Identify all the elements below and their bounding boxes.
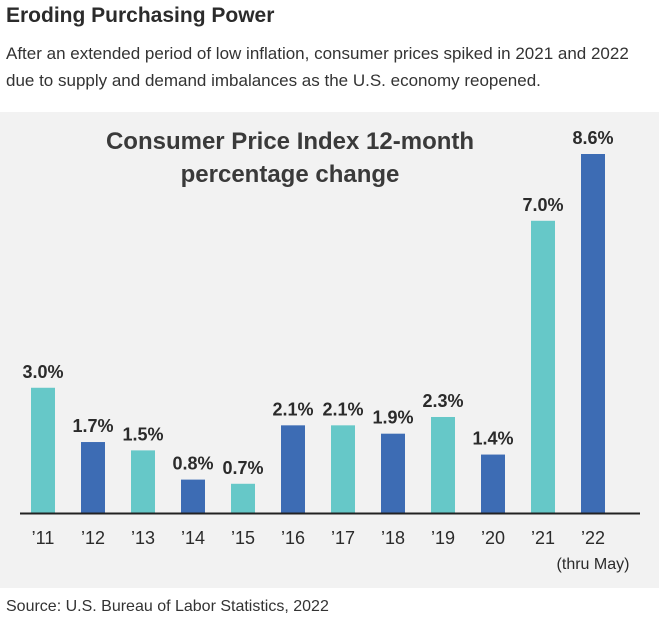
bar-11 [581,154,605,513]
bar-6 [331,425,355,513]
source-note: Source: U.S. Bureau of Labor Statistics,… [6,598,329,615]
page-title: Eroding Purchasing Power [6,4,275,27]
page-subtitle: After an extended period of low inflatio… [6,44,629,90]
x-tick-label-7: ’18 [381,528,405,548]
x-tick-label-10: ’21 [531,528,555,548]
value-label-7: 1.9% [372,408,413,428]
x-tick-labels-group: ’11 ’12 ’13 ’14 ’15 ’16 ’17 ’18 ’19 ’20 ’21 ’22 [32,528,605,548]
value-label-2: 1.5% [122,424,163,444]
bars-group [31,154,605,513]
x-tick-label-9: ’20 [481,528,505,548]
x-tick-note: (thru May) [557,556,630,573]
value-label-8: 2.3% [422,391,463,411]
value-label-4: 0.7% [222,458,263,478]
x-tick-label-6: ’17 [331,528,355,548]
value-labels-group: 3.0% 1.7% 1.5% 0.8% 0.7% 2.1% 2.1% 1.9% 2.3% 1.4%… [22,128,613,478]
value-label-11: 8.6% [572,128,613,148]
bar-10 [531,220,555,513]
chart-title-line-1: Consumer Price Index 12-month [106,128,474,155]
value-label-10: 7.0% [522,195,563,215]
x-tick-label-0: ’11 [32,528,55,548]
value-label-6: 2.1% [322,399,363,419]
chart-title-line-2: percentage change [181,161,400,188]
x-tick-label-1: ’12 [81,528,105,548]
bar-8 [431,416,455,513]
x-tick-label-11: ’22 [581,528,605,548]
x-tick-label-3: ’14 [181,528,205,548]
bar-5 [281,425,305,513]
bar-0 [31,387,55,513]
bar-1 [81,442,105,513]
x-tick-label-8: ’19 [431,528,455,548]
bar-2 [131,450,155,513]
value-label-9: 1.4% [472,429,513,449]
value-label-1: 1.7% [72,416,113,436]
bar-7 [381,433,405,513]
x-tick-label-4: ’15 [231,528,255,548]
cpi-bar-chart: Consumer Price Index 12-month percentage… [20,128,640,573]
value-label-5: 2.1% [272,399,313,419]
value-label-0: 3.0% [22,362,63,382]
bar-3 [181,479,205,513]
bar-4 [231,483,255,513]
bar-9 [481,454,505,513]
chart-panel: Consumer Price Index 12-month percentage… [0,112,659,588]
x-tick-label-2: ’13 [131,528,155,548]
value-label-3: 0.8% [172,454,213,474]
x-tick-label-5: ’16 [281,528,305,548]
